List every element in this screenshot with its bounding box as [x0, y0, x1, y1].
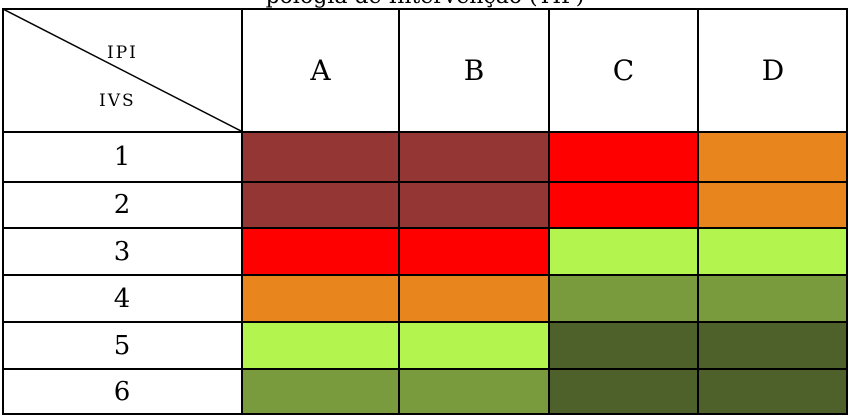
matrix-cell-1-3: [698, 182, 848, 228]
column-header-2: C: [549, 8, 698, 132]
matrix-cell-2-2: [549, 228, 698, 275]
matrix-cell-0-2: [549, 132, 698, 182]
column-header-1: B: [399, 8, 549, 132]
corner-top-label: IPI: [107, 43, 138, 63]
matrix-cell-4-1: [399, 322, 549, 369]
diagonal-divider: [3, 9, 241, 131]
matrix-cell-1-2: [549, 182, 698, 228]
matrix-cell-5-1: [399, 369, 549, 415]
matrix-cell-4-2: [549, 322, 698, 369]
matrix-cell-5-0: [242, 369, 399, 415]
matrix-cell-4-0: [242, 322, 399, 369]
corner-header-cell: IPI IVS: [2, 8, 242, 132]
matrix-cell-0-3: [698, 132, 848, 182]
table-caption: pologia de Intervenção (TIP): [0, 0, 850, 8]
row-header-4: 5: [2, 322, 242, 369]
row-header-3: 4: [2, 275, 242, 322]
matrix-cell-2-3: [698, 228, 848, 275]
matrix-cell-4-3: [698, 322, 848, 369]
matrix-cell-0-1: [399, 132, 549, 182]
matrix-cell-5-2: [549, 369, 698, 415]
column-header-0: A: [242, 8, 399, 132]
matrix-cell-2-1: [399, 228, 549, 275]
matrix-cell-3-1: [399, 275, 549, 322]
matrix-cell-3-2: [549, 275, 698, 322]
matrix-cell-1-1: [399, 182, 549, 228]
row-header-5: 6: [2, 369, 242, 415]
row-header-2: 3: [2, 228, 242, 275]
matrix-cell-5-3: [698, 369, 848, 415]
matrix-cell-1-0: [242, 182, 399, 228]
row-header-0: 1: [2, 132, 242, 182]
row-header-1: 2: [2, 182, 242, 228]
matrix-cell-3-0: [242, 275, 399, 322]
column-header-3: D: [698, 8, 848, 132]
matrix-cell-2-0: [242, 228, 399, 275]
corner-bottom-label: IVS: [99, 91, 136, 111]
matrix-cell-3-3: [698, 275, 848, 322]
matrix-cell-0-0: [242, 132, 399, 182]
